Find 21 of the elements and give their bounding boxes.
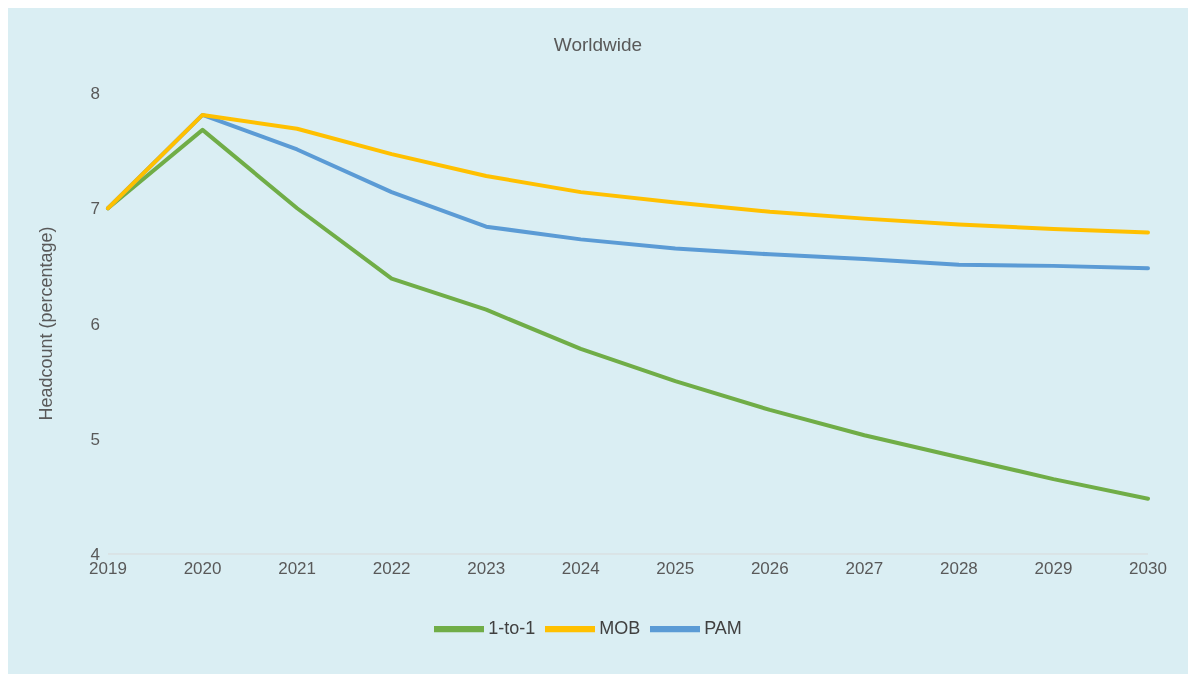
legend-label: PAM xyxy=(704,617,742,638)
x-tick-label: 2022 xyxy=(372,559,411,579)
x-tick-label: 2026 xyxy=(750,559,789,579)
legend-label: MOB xyxy=(599,617,641,638)
x-tick-label: 2028 xyxy=(940,559,978,579)
x-tick-label: 2020 xyxy=(183,559,222,579)
y-tick-label: 6 xyxy=(90,314,100,334)
chart-title: Worldwide xyxy=(552,34,644,56)
y-tick-label: 8 xyxy=(90,84,100,104)
x-tick-label: 2027 xyxy=(845,559,884,579)
x-tick-label: 2023 xyxy=(467,559,506,579)
x-tick-label: 2030 xyxy=(1129,559,1167,579)
x-tick-label: 2021 xyxy=(278,559,316,579)
x-tick-label: 2024 xyxy=(561,559,600,579)
y-tick-label: 5 xyxy=(90,429,100,449)
y-axis-title: Headcount (percentage) xyxy=(36,226,57,421)
y-tick-label: 7 xyxy=(90,199,100,219)
line-series xyxy=(106,112,1150,235)
x-tick-label: 2025 xyxy=(656,559,695,579)
x-tick-label: 2029 xyxy=(1034,559,1073,579)
legend-label: 1-to-1 xyxy=(488,617,536,638)
